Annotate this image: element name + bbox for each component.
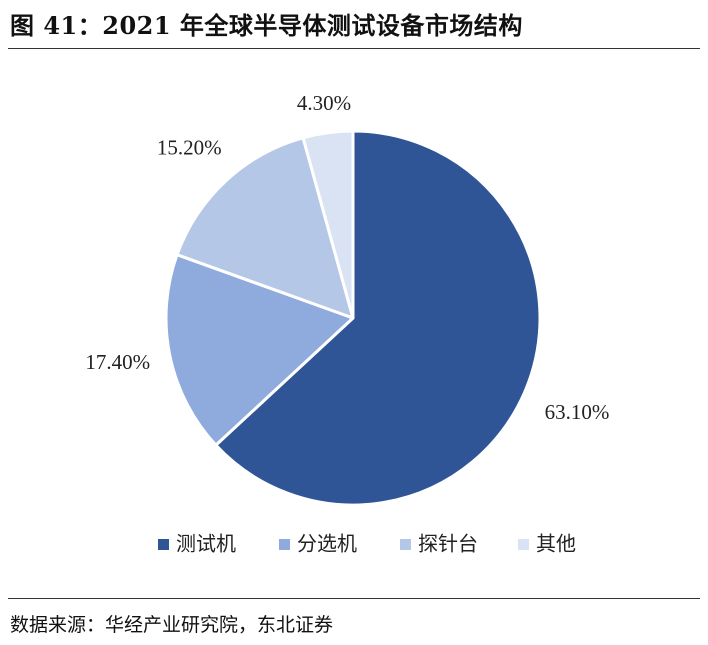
legend-swatch-3 [400, 539, 411, 550]
legend-swatch-2 [279, 539, 290, 550]
bottom-divider [8, 598, 700, 599]
figure-title: 图 41：2021 年全球半导体测试设备市场结构 [10, 11, 523, 40]
pie-slice-4 [301, 129, 355, 320]
source-note: 数据来源：华经产业研究院，东北证券 [10, 614, 334, 636]
data-label-1: 63.10% [545, 400, 610, 424]
legend-label-2: 分选机 [297, 532, 357, 556]
pie-slice-1 [214, 129, 542, 507]
pie-slices [164, 129, 542, 507]
data-label-3: 15.20% [157, 136, 222, 160]
pie-chart: 63.10% 17.40% 15.20% 4.30% 测试机 分选机 探针台 其他 [85, 91, 609, 556]
data-labels: 63.10% 17.40% 15.20% 4.30% [85, 91, 609, 424]
legend-label-1: 测试机 [176, 532, 236, 556]
chart-legend: 测试机 分选机 探针台 其他 [158, 532, 576, 556]
top-divider [8, 48, 700, 49]
data-label-4: 4.30% [297, 91, 351, 115]
data-label-2: 17.40% [85, 350, 150, 374]
legend-label-4: 其他 [536, 532, 576, 556]
legend-label-3: 探针台 [418, 532, 478, 556]
legend-swatch-4 [518, 539, 529, 550]
legend-swatch-1 [158, 539, 169, 550]
pie-slice-3 [175, 136, 355, 320]
